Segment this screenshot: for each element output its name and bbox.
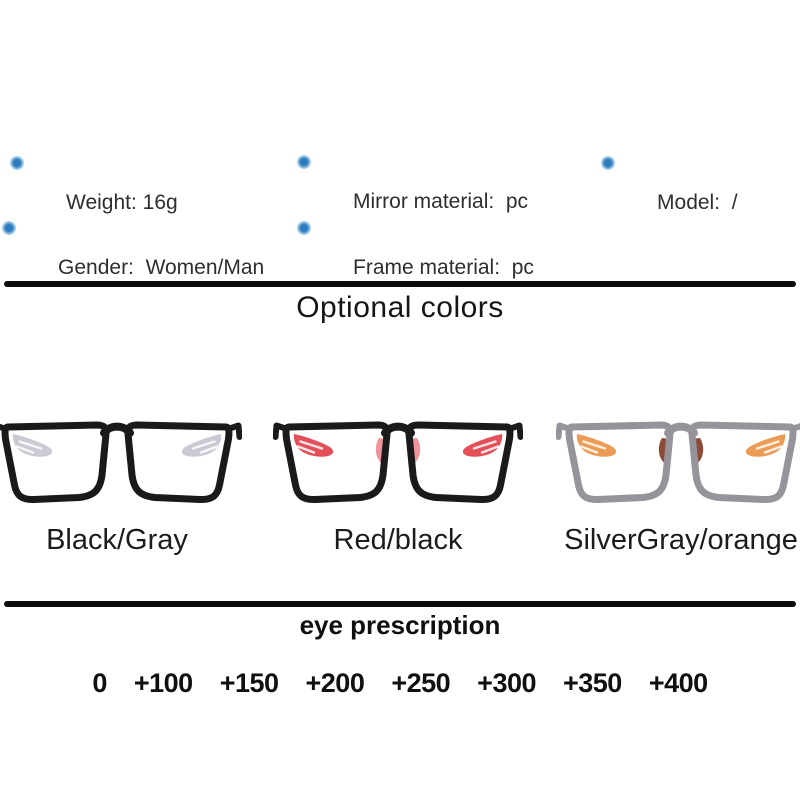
- prescription-value: +150: [219, 668, 279, 698]
- temple-accent-shapes: [576, 434, 786, 457]
- temple-accent-shapes: [293, 434, 503, 457]
- prescription-value: 0: [92, 668, 107, 698]
- spec-label: Model: /: [657, 191, 738, 214]
- prescription-value: +300: [477, 668, 536, 698]
- color-options-row: Black/Gray: [0, 402, 800, 577]
- frame-outline: [556, 421, 800, 504]
- spec-item-gender: Gender: Women/Man: [2, 208, 265, 304]
- frame-outline: [273, 421, 523, 504]
- temple-accent-highlights: [15, 440, 219, 454]
- temple-accent-highlights: [296, 440, 500, 454]
- spec-item-model: Model: /: [601, 143, 738, 239]
- eye-prescription-heading: eye prescription: [299, 610, 501, 640]
- bullet-dot-icon: [297, 221, 311, 235]
- spec-label: Frame material: pc: [353, 256, 534, 279]
- color-option-label: Red/black: [333, 524, 463, 556]
- spec-label: Weight: 16g: [66, 191, 178, 214]
- temple-accent-shapes: [12, 434, 222, 457]
- prescription-value: +250: [391, 668, 451, 698]
- frame-outline: [0, 421, 242, 504]
- prescription-values-row: 0 +100 +150 +200 +250 +300 +350 +400: [0, 668, 800, 699]
- spec-label: Gender: Women/Man: [58, 256, 265, 279]
- color-option-label: SilverGray/orange: [564, 524, 798, 556]
- glasses-image-red-black: [273, 421, 523, 504]
- glasses-image-silvergray-orange: [556, 421, 800, 504]
- color-option-red-black: Red/black: [273, 402, 523, 557]
- bullet-dot-icon: [297, 155, 311, 169]
- prescription-value: +100: [133, 668, 193, 698]
- prescription-value: +350: [563, 668, 622, 698]
- color-option-label: Black/Gray: [46, 524, 188, 556]
- section-divider-top: [4, 281, 796, 287]
- bullet-dot-icon: [2, 221, 16, 235]
- spec-label: Mirror material: pc: [353, 190, 529, 213]
- optional-colors-heading: Optional colors: [296, 291, 504, 324]
- color-option-silvergray-orange: SilverGray/orange: [556, 402, 800, 557]
- prescription-value: +200: [305, 668, 365, 698]
- bullet-dot-icon: [601, 156, 615, 170]
- glasses-image-black-gray: [0, 421, 242, 504]
- spec-item-frame-material: Frame material: pc: [297, 208, 534, 304]
- section-divider-bottom: [4, 601, 796, 607]
- prescription-value: +400: [648, 668, 708, 698]
- temple-accent-highlights: [579, 440, 783, 454]
- bullet-dot-icon: [10, 156, 24, 170]
- color-option-black-gray: Black/Gray: [0, 402, 242, 557]
- spec-item-mirror-material: Mirror material: pc: [297, 142, 529, 238]
- spec-item-weight: Weight: 16g: [10, 143, 178, 239]
